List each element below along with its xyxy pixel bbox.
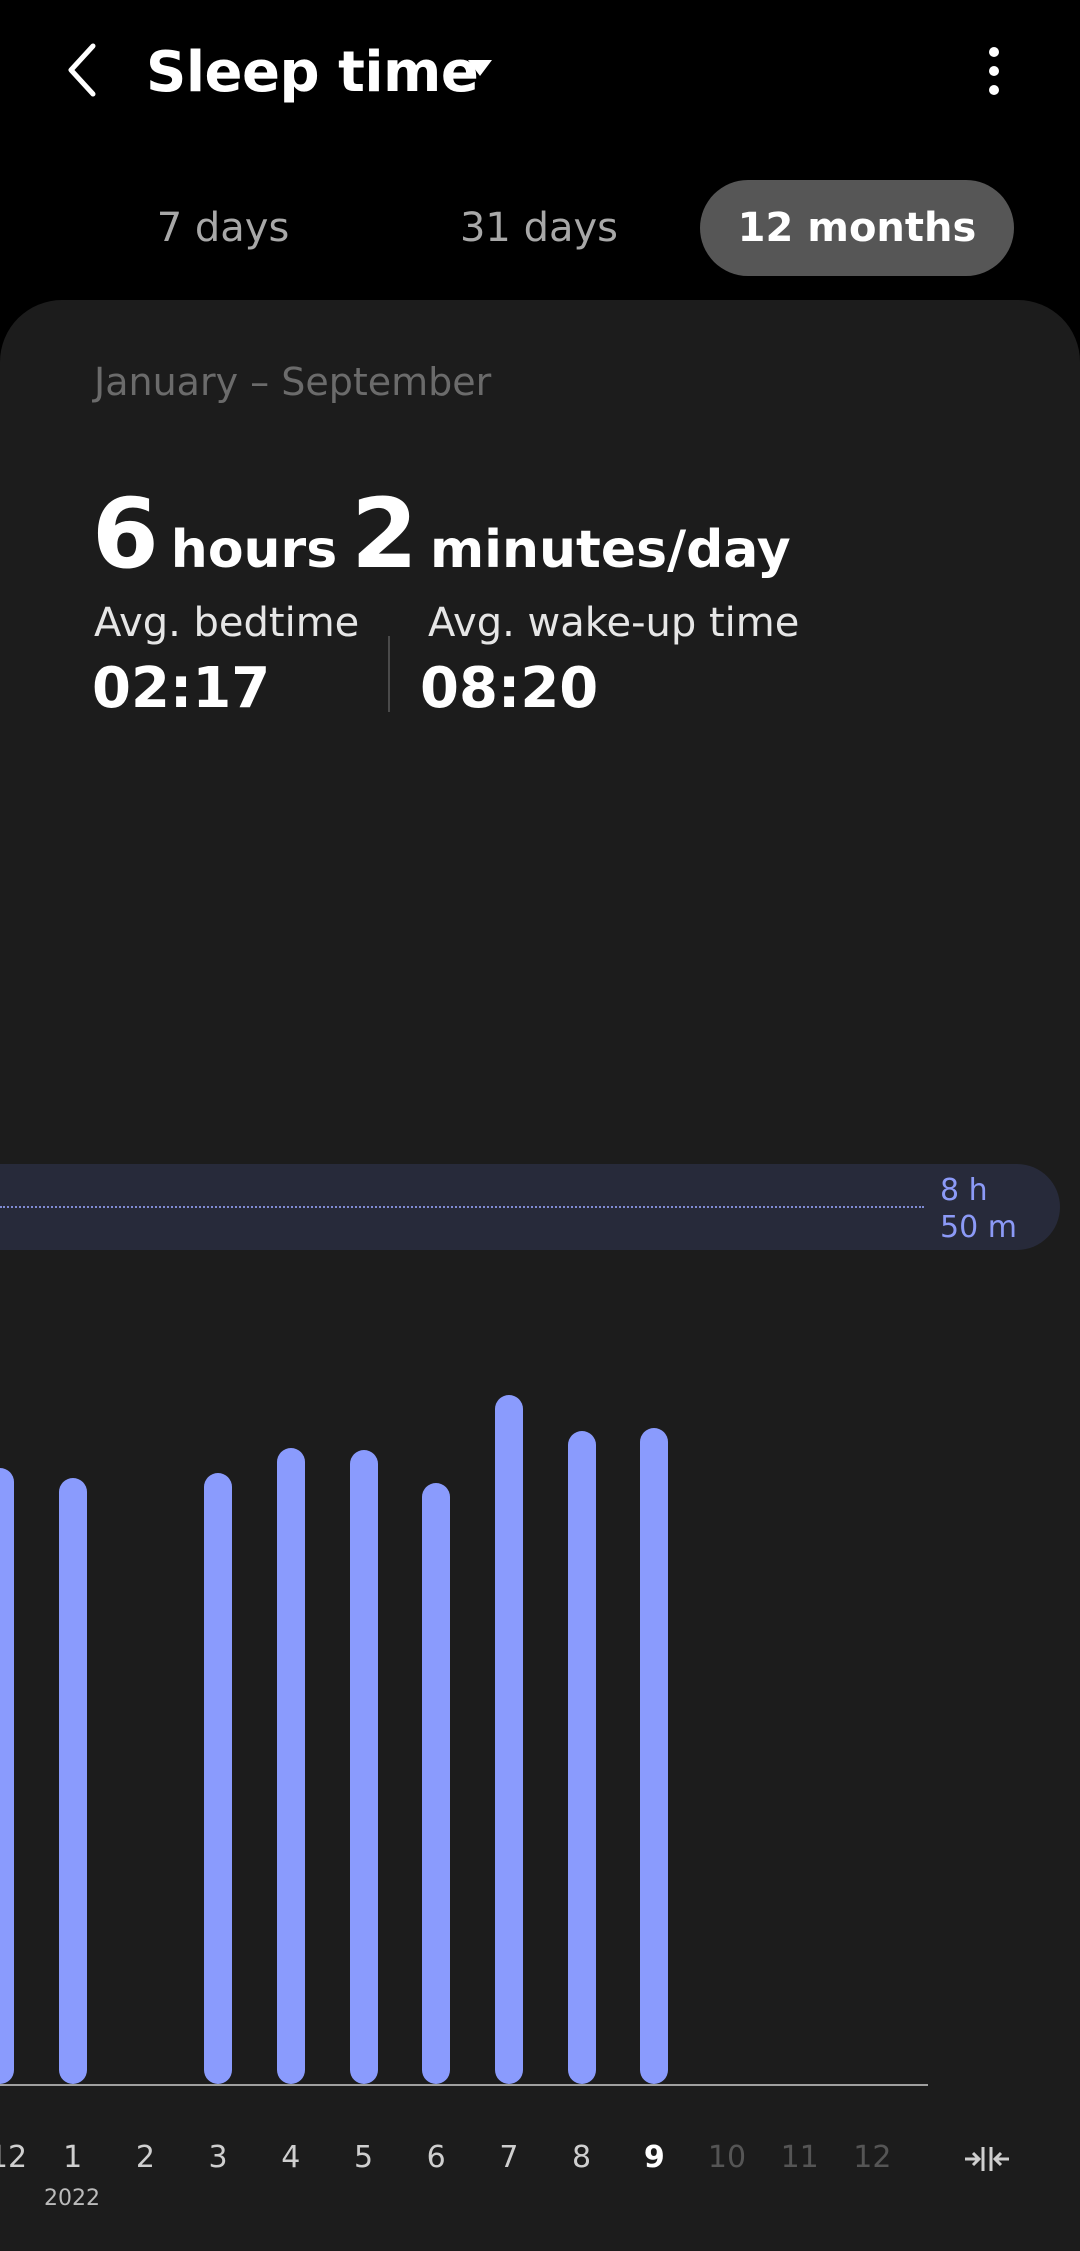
period-range: January – September [94,360,492,404]
sleep-goal-line [0,1206,924,1208]
caret-down-icon [468,60,492,76]
tab-12-months[interactable]: 12 months [700,180,1014,276]
x-axis-label: 11 [780,2140,819,2175]
chart-bar-month-12-prev[interactable] [0,1467,14,2084]
chart-bar-month-1[interactable] [58,1477,87,2084]
average-sleep-duration: 6 hours 2 minutes/day [92,486,805,582]
tab-7-days[interactable]: 7 days [156,205,290,251]
chart-bar-month-7[interactable] [494,1395,523,2084]
back-button[interactable] [48,30,118,110]
page-title: Sleep time [146,39,479,105]
x-axis-label: 9 [643,2140,665,2175]
chart-bar-month-5[interactable] [349,1449,378,2084]
chart-bar-month-3[interactable] [204,1472,233,2084]
hours-unit: hours [170,520,338,580]
avg-bedtime-value: 02:17 [92,656,271,721]
x-axis-label: 3 [208,2140,228,2175]
x-axis-label: 6 [426,2140,446,2175]
chart-bar-month-9[interactable] [640,1427,669,2084]
sleep-goal-hours: 8 h [940,1173,988,1208]
x-axis-label: 12 [0,2140,28,2175]
x-axis-label: 12 [853,2140,892,2175]
avg-wakeup-value: 08:20 [420,656,599,721]
hours-value: 6 [92,478,159,590]
avg-wakeup-label: Avg. wake-up time [428,600,800,646]
avg-bedtime-label: Avg. bedtime [94,600,360,646]
x-axis-label: 5 [353,2140,374,2175]
minutes-value: 2 [351,478,418,590]
x-axis-label: 7 [499,2140,519,2175]
sleep-summary-card [0,300,1080,2251]
x-axis-label: 2 [135,2140,155,2175]
chart-bar-month-8[interactable] [567,1430,596,2084]
x-axis-label: 8 [572,2140,592,2175]
stats-divider [388,636,390,712]
chart-bar-month-6[interactable] [422,1482,451,2084]
sleep-goal-label: 8 h 50 m [940,1172,1017,1246]
collapse-horizontal-icon [965,2147,1009,2171]
app-bar: Sleep time [0,0,1080,150]
collapse-chart-button[interactable] [962,2134,1012,2184]
x-axis-label: 1 [63,2140,83,2175]
chart-bar-month-4[interactable] [276,1447,305,2084]
chart-baseline [0,2084,928,2086]
chevron-left-icon [68,43,96,97]
x-axis-label: 10 [707,2140,747,2175]
minutes-unit: minutes/day [429,520,791,580]
x-axis-label: 4 [281,2140,301,2175]
period-tabs: 7 days 31 days 12 months [0,180,1080,276]
title-dropdown-button[interactable] [460,48,500,88]
tab-31-days[interactable]: 31 days [459,205,619,251]
more-options-button[interactable] [966,36,1022,106]
more-vertical-icon [989,47,999,95]
sleep-goal-minutes: 50 m [940,1210,1017,1245]
